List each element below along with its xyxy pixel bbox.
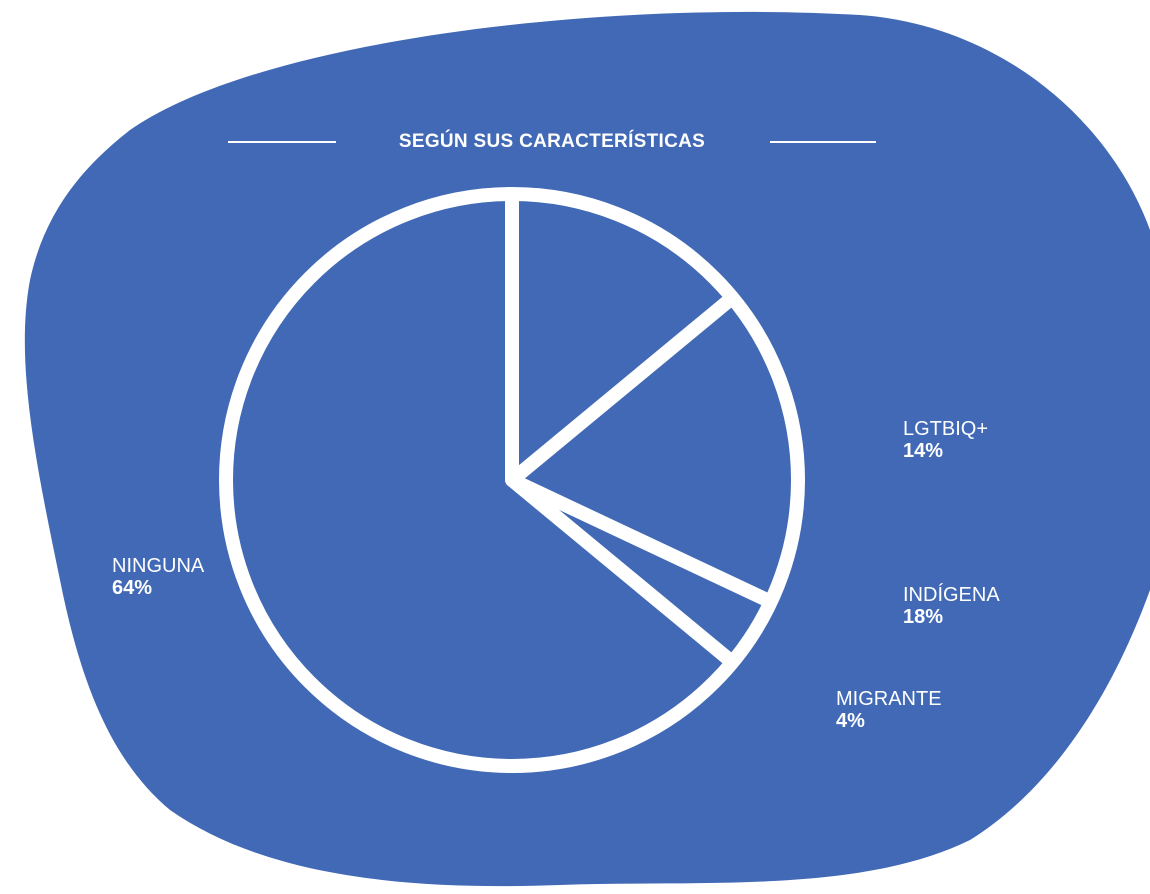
background-shape (24, 11, 1150, 887)
slice-name: LGTBIQ+ (903, 418, 989, 440)
slice-label-ninguna: NINGUNA 64% (112, 555, 204, 599)
chart-title: SEGÚN SUS CARACTERÍSTICAS (398, 131, 706, 152)
slice-percent: 14% (903, 440, 944, 462)
slice-percent: 64% (112, 577, 153, 599)
slice-name: NINGUNA (112, 555, 205, 577)
slice-percent: 4% (836, 710, 865, 732)
slice-name: INDÍGENA (903, 584, 1000, 606)
title-rule-left (228, 141, 336, 143)
slice-label-migrante: MIGRANTE 4% (836, 688, 942, 732)
slice-separator-indgena (507, 292, 737, 486)
slice-label-lgtbiq: LGTBIQ+ 14% (903, 418, 988, 462)
slice-label-indigena: INDÍGENA 18% (903, 584, 1000, 628)
title-rule-right (770, 141, 876, 143)
slice-separator-migrante (509, 473, 774, 609)
slice-percent: 18% (903, 606, 944, 628)
pie-center (505, 473, 519, 487)
slice-name: MIGRANTE (836, 688, 942, 710)
slice-separator-ninguna (507, 474, 737, 668)
chart-title-group: SEGÚN SUS CARACTERÍSTICAS (228, 122, 876, 162)
